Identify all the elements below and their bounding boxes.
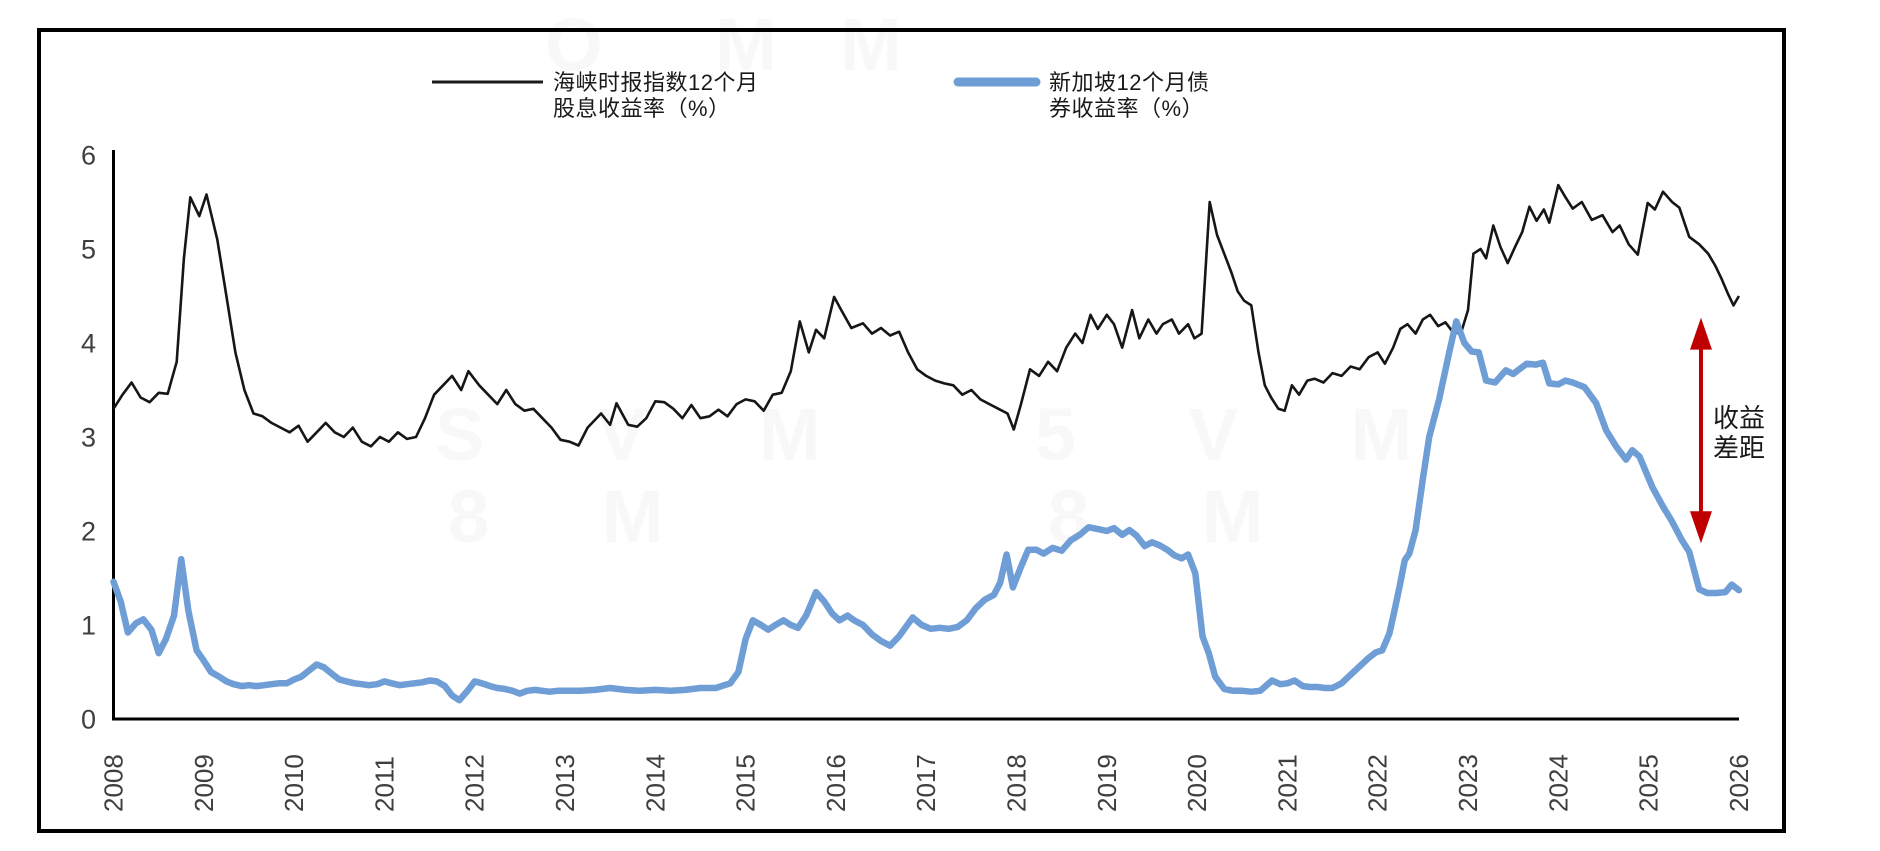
x-tick-label: 2023 — [1453, 754, 1483, 812]
x-tick-label: 2009 — [189, 754, 219, 812]
y-tick-label: 3 — [81, 423, 96, 453]
sti-dividend-yield-line — [112, 183, 1741, 448]
axis-lines — [112, 150, 1739, 721]
yield-gap-arrow-head-down — [1689, 511, 1712, 544]
x-tick-label: 2019 — [1092, 754, 1122, 812]
sg-bond-yield-line — [110, 318, 1743, 704]
y-tick-label: 5 — [81, 235, 96, 265]
x-tick-label: 2021 — [1272, 754, 1302, 812]
yield-gap-arrow-head-up — [1689, 317, 1712, 350]
y-tick-label: 1 — [81, 611, 96, 641]
x-tick-label: 2017 — [911, 754, 941, 812]
y-tick-label: 4 — [81, 329, 96, 359]
x-tick-label: 2018 — [1002, 754, 1032, 812]
y-tick-label: 6 — [81, 141, 96, 171]
x-tick-label: 2026 — [1724, 754, 1754, 812]
x-tick-label: 2008 — [99, 754, 129, 812]
legend-label-sti-dividend-yield: 海峡时报指数12个月 股息收益率（%） — [553, 70, 759, 121]
yield-gap-label: 收益 差距 — [1713, 403, 1766, 463]
legend-label-sg-bond-yield: 新加坡12个月债 券收益率（%） — [1049, 70, 1210, 121]
x-tick-label: 2013 — [550, 754, 580, 812]
x-tick-label: 2014 — [640, 754, 670, 812]
x-tick-label: 2020 — [1182, 754, 1212, 812]
y-tick-label: 2 — [81, 517, 96, 547]
x-tick-label: 2012 — [460, 754, 490, 812]
x-tick-label: 2016 — [821, 754, 851, 812]
x-tick-label: 2024 — [1543, 754, 1573, 812]
x-tick-label: 2025 — [1634, 754, 1664, 812]
x-tick-label: 2011 — [369, 756, 399, 812]
x-tick-label: 2015 — [731, 754, 761, 812]
x-tick-label: 2022 — [1363, 754, 1393, 812]
y-tick-label: 0 — [81, 705, 96, 735]
x-tick-label: 2010 — [279, 754, 309, 812]
